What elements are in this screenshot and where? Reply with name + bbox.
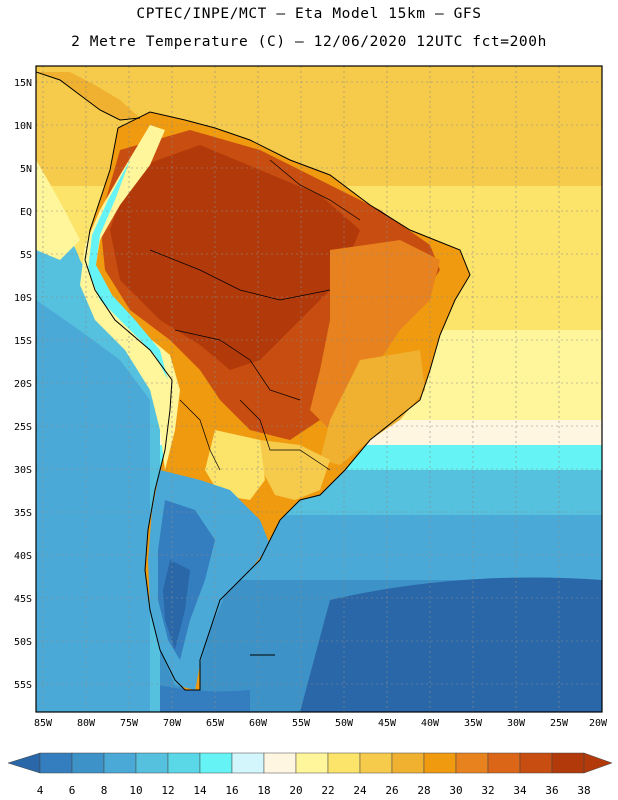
- colorbar-tick: 34: [513, 784, 527, 797]
- lat-label: EQ: [20, 207, 32, 218]
- lon-label: 70W: [163, 718, 182, 729]
- lat-label: 30S: [14, 465, 32, 476]
- lat-label: 35S: [14, 508, 32, 519]
- lon-label: 45W: [378, 718, 397, 729]
- lat-axis: 15N 10N 5N EQ 5S 10S 15S 20S 25S 30S 35S…: [14, 78, 32, 691]
- lon-label: 25W: [550, 718, 569, 729]
- map-frame: [35, 65, 603, 713]
- colorbar-swatch: [199, 752, 233, 774]
- colorbar-swatches: [7, 752, 613, 774]
- lon-label: 50W: [335, 718, 354, 729]
- colorbar-tick: 30: [449, 784, 462, 797]
- lat-label: 55S: [14, 680, 32, 691]
- lat-label: 25S: [14, 422, 32, 433]
- colorbar-arrow-high: [583, 752, 613, 774]
- lat-label: 10S: [14, 293, 32, 304]
- colorbar-swatch: [231, 752, 265, 774]
- colorbar-swatch: [39, 752, 73, 774]
- colorbar-swatch: [103, 752, 137, 774]
- colorbar-ticks: 4 6 8 10 12 14 16 18 20 22 24 26 28 30 3…: [37, 784, 591, 797]
- colorbar-swatch: [295, 752, 329, 774]
- lon-label: 80W: [77, 718, 96, 729]
- colorbar-tick: 8: [101, 784, 108, 797]
- colorbar-tick: 24: [353, 784, 367, 797]
- lon-label: 85W: [34, 718, 53, 729]
- colorbar-tick: 4: [37, 784, 44, 797]
- lon-label: 30W: [507, 718, 526, 729]
- lat-label: 10N: [14, 121, 32, 132]
- colorbar-swatch: [391, 752, 425, 774]
- colorbar-tick: 12: [161, 784, 174, 797]
- colorbar: 4 6 8 10 12 14 16 18 20 22 24 26 28 30 3…: [7, 752, 613, 797]
- colorbar-tick: 6: [69, 784, 76, 797]
- colorbar-tick: 14: [193, 784, 207, 797]
- colorbar-tick: 22: [321, 784, 334, 797]
- colorbar-tick: 32: [481, 784, 494, 797]
- colorbar-swatch: [359, 752, 393, 774]
- lon-label: 75W: [120, 718, 139, 729]
- lat-label: 40S: [14, 551, 32, 562]
- temperature-map: 15N 10N 5N EQ 5S 10S 15S 20S 25S 30S 35S…: [14, 65, 608, 729]
- lon-label: 55W: [292, 718, 311, 729]
- colorbar-tick: 26: [385, 784, 398, 797]
- lat-label: 15S: [14, 336, 32, 347]
- coastline: [36, 71, 471, 691]
- colorbar-arrow-low: [7, 752, 41, 774]
- map-field: [36, 66, 602, 712]
- colorbar-swatch: [423, 752, 457, 774]
- lat-label: 15N: [14, 78, 32, 89]
- lon-label: 40W: [421, 718, 440, 729]
- colorbar-tick: 38: [577, 784, 590, 797]
- lon-label: 20W: [589, 718, 608, 729]
- chart-subtitle: 2 Metre Temperature (C) – 12/06/2020 12U…: [71, 34, 547, 50]
- colorbar-swatch: [551, 752, 585, 774]
- colorbar-swatch: [167, 752, 201, 774]
- colorbar-swatch: [135, 752, 169, 774]
- colorbar-swatch: [263, 752, 297, 774]
- lat-label: 20S: [14, 379, 32, 390]
- colorbar-tick: 36: [545, 784, 558, 797]
- chart-title: CPTEC/INPE/MCT – Eta Model 15km – GFS: [136, 6, 482, 22]
- lon-label: 65W: [206, 718, 225, 729]
- colorbar-swatch: [71, 752, 105, 774]
- colorbar-swatch: [519, 752, 553, 774]
- colorbar-tick: 10: [129, 784, 142, 797]
- colorbar-tick: 28: [417, 784, 430, 797]
- lon-label: 35W: [464, 718, 483, 729]
- colorbar-swatch: [327, 752, 361, 774]
- lon-axis: 85W 80W 75W 70W 65W 60W 55W 50W 45W 40W …: [34, 718, 608, 729]
- lat-label: 45S: [14, 594, 32, 605]
- lat-label: 50S: [14, 637, 32, 648]
- lat-label: 5S: [20, 250, 32, 261]
- colorbar-swatch: [487, 752, 521, 774]
- colorbar-tick: 20: [289, 784, 302, 797]
- lat-label: 5N: [20, 164, 32, 175]
- lon-label: 60W: [249, 718, 268, 729]
- colorbar-tick: 18: [257, 784, 270, 797]
- colorbar-tick: 16: [225, 784, 238, 797]
- colorbar-swatch: [455, 752, 489, 774]
